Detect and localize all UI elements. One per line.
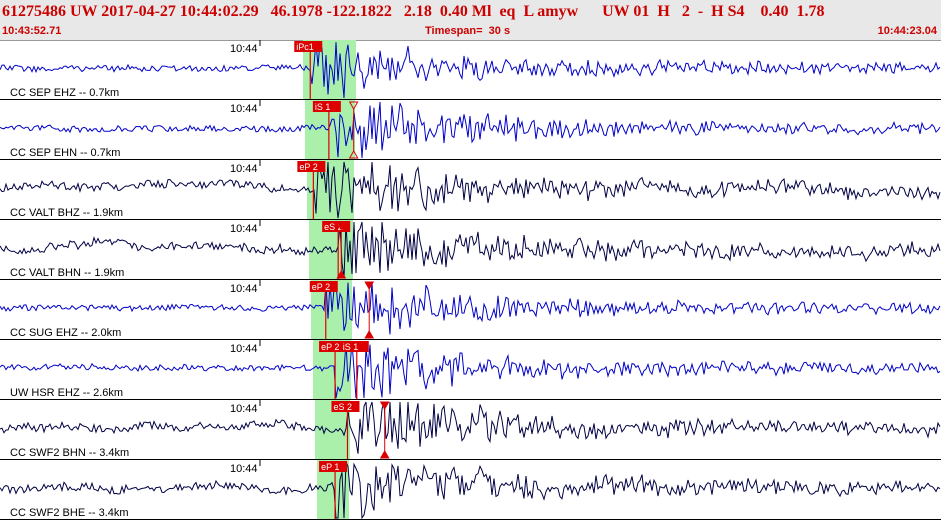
channel-label: CC SWF2 BHE -- 3.4km — [10, 507, 129, 519]
waveform — [0, 221, 941, 279]
minute-label: 10:44 — [230, 43, 258, 55]
waveform — [0, 281, 941, 335]
pick-label: eP 2 — [312, 282, 330, 292]
pick-flag[interactable] — [331, 401, 360, 412]
channel-label: CC VALT BHZ -- 1.9km — [10, 207, 123, 219]
arrival-marker-top[interactable] — [379, 401, 390, 411]
pick-label: eS 2 — [324, 222, 343, 232]
waveform — [0, 401, 941, 454]
pick-label: eP 2 — [321, 342, 339, 352]
seismogram-panel[interactable]: 10:44 iPc1 CC SEP EHZ -- 0.7km 10:44 iS 1 CC … — [0, 40, 941, 520]
pick-label: eP 2 — [299, 162, 317, 172]
start-time: 10:43:52.71 — [2, 25, 62, 37]
channel-label: CC SUG EHZ -- 2.0km — [10, 327, 121, 339]
arrival-marker-bottom[interactable] — [348, 149, 359, 159]
pick-flag[interactable] — [297, 161, 326, 172]
minute-label: 10:44 — [230, 403, 258, 415]
minute-label: 10:44 — [230, 463, 258, 475]
minute-label: 10:44 — [230, 283, 258, 295]
channel-label: CC SWF2 BHN -- 3.4km — [10, 447, 129, 459]
waveform — [0, 41, 941, 99]
waveform — [0, 461, 941, 520]
waveform — [0, 161, 941, 219]
pick-label: eP 1 — [321, 462, 339, 472]
pick-label: iS 1 — [315, 102, 331, 112]
arrival-marker-bottom[interactable] — [364, 329, 375, 339]
arrival-marker-top[interactable] — [348, 101, 359, 111]
waveform — [0, 341, 941, 399]
channel-label: UW HSR EHZ -- 2.6km — [10, 387, 123, 399]
pick-flag[interactable] — [322, 221, 351, 232]
arrival-marker-bottom[interactable] — [336, 269, 347, 279]
event-title: 61275486 UW 2017-04-27 10:44:02.29 46.19… — [2, 3, 825, 20]
pick-flag[interactable] — [294, 41, 323, 52]
minute-label: 10:44 — [230, 223, 258, 235]
channel-label: CC SEP EHN -- 0.7km — [10, 147, 120, 159]
arrival-marker-bottom[interactable] — [379, 449, 390, 459]
end-time: 10:44:23.04 — [877, 25, 937, 37]
header-bar: 61275486 UW 2017-04-27 10:44:02.29 46.19… — [0, 0, 941, 41]
pick-label: eS 2 — [333, 402, 352, 412]
pick-flag[interactable] — [340, 341, 369, 352]
minute-label: 10:44 — [230, 103, 258, 115]
channel-label: CC SEP EHZ -- 0.7km — [10, 87, 119, 99]
arrival-marker-top[interactable] — [336, 221, 347, 231]
waveform — [0, 101, 941, 159]
timespan-label: Timespan= 30 s — [425, 25, 511, 37]
pick-label: iPc1 — [296, 42, 314, 52]
pick-flag[interactable] — [319, 461, 348, 472]
pick-flag[interactable] — [312, 101, 341, 112]
arrival-marker-top[interactable] — [364, 281, 375, 291]
pick-flag[interactable] — [309, 281, 338, 292]
pick-flag[interactable] — [319, 341, 348, 352]
channel-label: CC VALT BHN -- 1.9km — [10, 267, 124, 279]
pick-label: iS 1 — [343, 342, 359, 352]
minute-label: 10:44 — [230, 343, 258, 355]
minute-label: 10:44 — [230, 163, 258, 175]
